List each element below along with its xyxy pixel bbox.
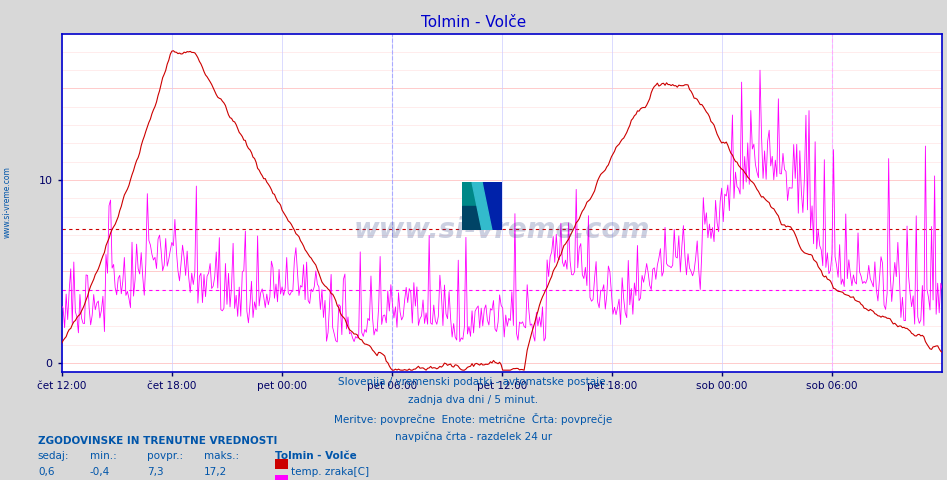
Text: Tolmin - Volče: Tolmin - Volče (275, 451, 356, 461)
Polygon shape (462, 206, 482, 230)
Text: -0,4: -0,4 (90, 467, 110, 477)
Text: 7,3: 7,3 (147, 467, 164, 477)
Text: min.:: min.: (90, 451, 116, 461)
Text: sedaj:: sedaj: (38, 451, 69, 461)
Text: www.si-vreme.com: www.si-vreme.com (353, 216, 651, 244)
Bar (462, 182, 482, 206)
Bar (462, 206, 482, 230)
Text: povpr.:: povpr.: (147, 451, 183, 461)
Text: ZGODOVINSKE IN TRENUTNE VREDNOSTI: ZGODOVINSKE IN TRENUTNE VREDNOSTI (38, 436, 277, 446)
Text: 17,2: 17,2 (204, 467, 227, 477)
Text: 0,6: 0,6 (38, 467, 54, 477)
Polygon shape (462, 182, 482, 206)
Text: temp. zraka[C]: temp. zraka[C] (291, 467, 368, 477)
Text: Tolmin - Volče: Tolmin - Volče (420, 15, 527, 30)
Text: www.si-vreme.com: www.si-vreme.com (3, 166, 12, 238)
Bar (482, 182, 502, 230)
Polygon shape (472, 182, 492, 230)
Text: Slovenija / vremenski podatki - avtomatske postaje.: Slovenija / vremenski podatki - avtomats… (338, 377, 609, 387)
Text: Meritve: povprečne  Enote: metrične  Črta: povprečje: Meritve: povprečne Enote: metrične Črta:… (334, 413, 613, 425)
Text: maks.:: maks.: (204, 451, 239, 461)
Text: navpična črta - razdelek 24 ur: navpična črta - razdelek 24 ur (395, 432, 552, 442)
Text: zadnja dva dni / 5 minut.: zadnja dva dni / 5 minut. (408, 395, 539, 405)
